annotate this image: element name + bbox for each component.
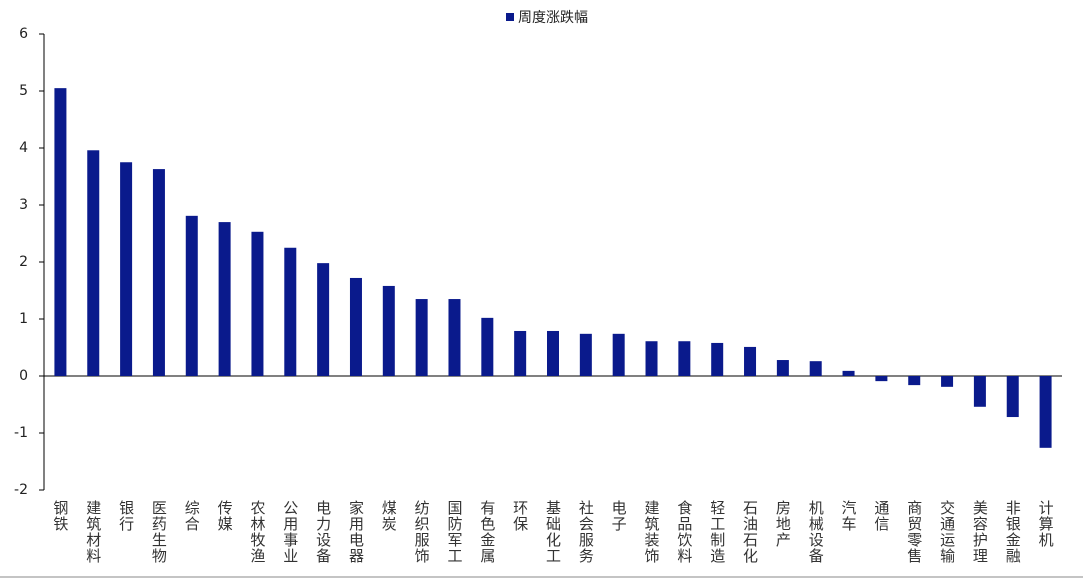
x-tick-label: 银行 bbox=[117, 500, 135, 532]
bar bbox=[973, 376, 986, 407]
x-tick-label: 纺织服饰 bbox=[413, 500, 431, 564]
bar bbox=[908, 376, 921, 386]
y-tick-label: -1 bbox=[14, 425, 28, 441]
bar bbox=[152, 169, 165, 376]
x-tick-label: 美容护理 bbox=[971, 500, 989, 564]
x-tick-label: 房地产 bbox=[774, 500, 792, 548]
y-tick-label: 5 bbox=[19, 83, 28, 99]
y-tick-label: 3 bbox=[19, 197, 28, 213]
x-tick-label: 电子 bbox=[610, 500, 628, 532]
x-tick-label: 家用电器 bbox=[347, 500, 365, 564]
x-tick-label: 计算机 bbox=[1037, 500, 1055, 548]
x-tick-label: 有色金属 bbox=[478, 500, 496, 564]
bar bbox=[547, 330, 559, 376]
x-tick-label: 商贸零售 bbox=[905, 500, 923, 564]
bar bbox=[514, 330, 527, 376]
x-tick-label: 综合 bbox=[183, 500, 201, 532]
x-tick-label: 基础化工 bbox=[544, 500, 562, 564]
bar bbox=[809, 361, 822, 376]
bar bbox=[448, 299, 461, 376]
bar bbox=[185, 215, 198, 376]
bar bbox=[251, 231, 264, 376]
y-tick-label: 1 bbox=[19, 311, 28, 327]
y-tick-label: 6 bbox=[19, 26, 28, 42]
x-tick-label: 传媒 bbox=[216, 500, 234, 532]
x-tick-label: 社会服务 bbox=[577, 500, 595, 564]
bar bbox=[711, 342, 724, 376]
x-tick-label: 煤炭 bbox=[380, 500, 398, 532]
x-tick-label: 交通运输 bbox=[938, 499, 956, 564]
bar bbox=[645, 341, 658, 376]
x-tick-label: 食品饮料 bbox=[675, 500, 693, 564]
bar bbox=[218, 222, 231, 376]
bar bbox=[875, 376, 888, 382]
x-tick-label: 石油石化 bbox=[741, 500, 759, 564]
bar bbox=[415, 299, 428, 376]
bar bbox=[317, 263, 330, 376]
y-tick-label: 2 bbox=[19, 254, 28, 270]
bar bbox=[776, 360, 789, 376]
x-tick-label: 轻工制造 bbox=[708, 500, 726, 564]
bar bbox=[1006, 376, 1019, 418]
y-tick-label: -2 bbox=[14, 482, 28, 498]
x-tick-label: 环保 bbox=[511, 500, 529, 532]
x-tick-label: 汽车 bbox=[840, 500, 858, 532]
x-tick-label: 非银金融 bbox=[1004, 500, 1022, 564]
x-tick-label: 农林牧渔 bbox=[248, 500, 266, 564]
x-tick-label: 电力设备 bbox=[314, 500, 332, 564]
x-tick-label: 公用事业 bbox=[281, 500, 299, 564]
bar bbox=[579, 333, 592, 376]
y-tick-label: 0 bbox=[19, 368, 28, 384]
bar bbox=[744, 346, 757, 376]
bar bbox=[382, 285, 395, 376]
x-tick-label: 通信 bbox=[872, 500, 890, 532]
bar bbox=[842, 370, 855, 376]
x-tick-label: 国防军工 bbox=[445, 500, 463, 564]
legend-label: 周度涨跌幅 bbox=[518, 10, 588, 26]
x-tick-label: 医药生物 bbox=[150, 500, 168, 564]
bar bbox=[349, 277, 362, 376]
bar bbox=[481, 317, 494, 376]
x-tick-label: 建筑材料 bbox=[84, 500, 102, 564]
bar bbox=[612, 333, 625, 376]
bar bbox=[941, 376, 954, 387]
bar bbox=[120, 162, 133, 376]
bar bbox=[678, 341, 691, 376]
y-tick-label: 4 bbox=[19, 140, 28, 156]
x-tick-label: 机械设备 bbox=[807, 500, 825, 564]
bar bbox=[284, 247, 297, 376]
legend-swatch bbox=[506, 13, 514, 21]
bar bbox=[87, 150, 100, 376]
bar bbox=[1039, 376, 1052, 448]
x-tick-label: 钢铁 bbox=[51, 500, 69, 532]
x-tick-label: 建筑装饰 bbox=[643, 500, 661, 564]
bar bbox=[54, 88, 67, 377]
